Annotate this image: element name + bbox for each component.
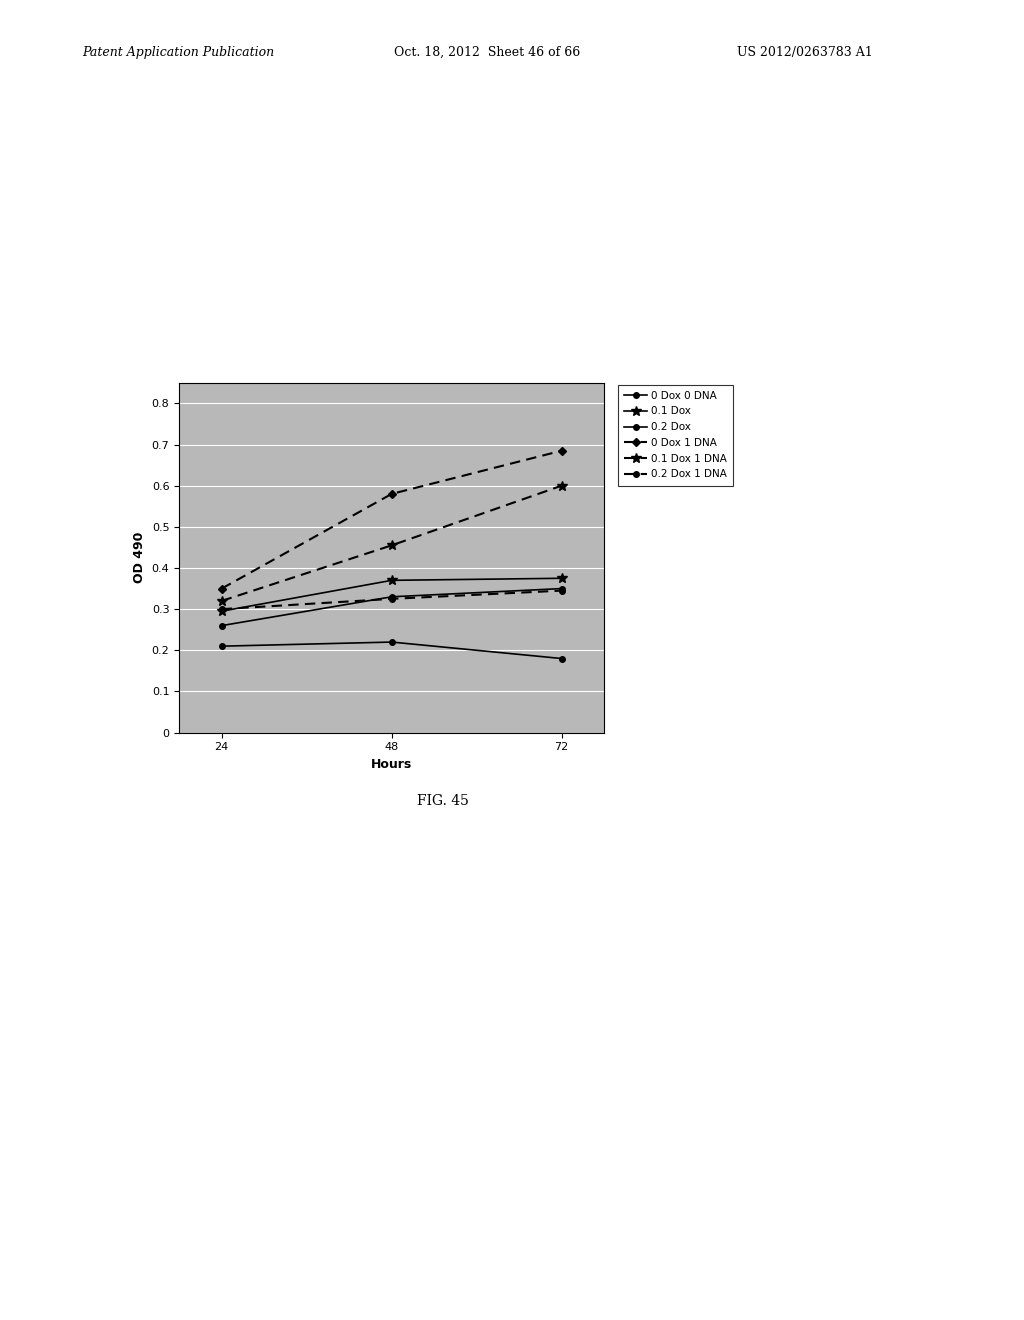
0.1 Dox [555,570,567,586]
0.1 Dox 1 DNA [385,537,397,553]
Line: 0.1 Dox 1 DNA: 0.1 Dox 1 DNA [217,480,566,606]
0.2 Dox [555,581,567,597]
0.2 Dox [215,618,227,634]
Line: 0 Dox 0 DNA: 0 Dox 0 DNA [219,639,564,661]
0.1 Dox 1 DNA [215,593,227,609]
Line: 0.2 Dox 1 DNA: 0.2 Dox 1 DNA [219,587,564,612]
Text: US 2012/0263783 A1: US 2012/0263783 A1 [737,46,873,59]
0.2 Dox 1 DNA [385,591,397,607]
Line: 0 Dox 1 DNA: 0 Dox 1 DNA [219,447,564,591]
X-axis label: Hours: Hours [371,758,413,771]
0 Dox 1 DNA [555,442,567,458]
Text: FIG. 45: FIG. 45 [417,795,469,808]
0 Dox 0 DNA [555,651,567,667]
0 Dox 0 DNA [385,634,397,649]
0 Dox 0 DNA [215,639,227,655]
Line: 0.2 Dox: 0.2 Dox [219,586,564,628]
0 Dox 1 DNA [215,581,227,597]
Y-axis label: OD 490: OD 490 [133,532,146,583]
0.1 Dox [215,603,227,619]
0.2 Dox 1 DNA [215,601,227,616]
0.1 Dox 1 DNA [555,478,567,494]
0.2 Dox 1 DNA [555,582,567,598]
Text: Oct. 18, 2012  Sheet 46 of 66: Oct. 18, 2012 Sheet 46 of 66 [394,46,581,59]
Legend: 0 Dox 0 DNA, 0.1 Dox, 0.2 Dox, 0 Dox 1 DNA, 0.1 Dox 1 DNA, 0.2 Dox 1 DNA: 0 Dox 0 DNA, 0.1 Dox, 0.2 Dox, 0 Dox 1 D… [617,384,733,486]
0.1 Dox [385,573,397,589]
Line: 0.1 Dox: 0.1 Dox [217,573,566,616]
0.2 Dox [385,589,397,605]
0 Dox 1 DNA [385,486,397,502]
Text: Patent Application Publication: Patent Application Publication [82,46,274,59]
